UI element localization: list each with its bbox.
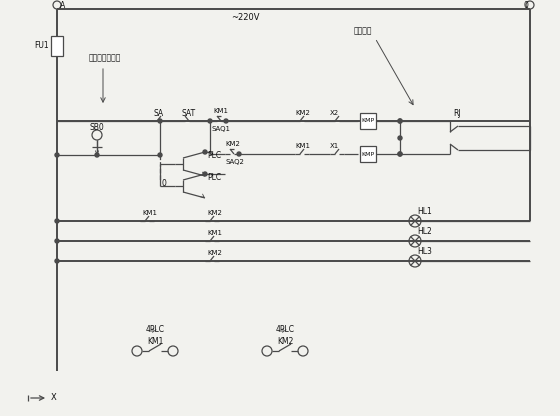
Circle shape bbox=[398, 152, 402, 156]
Text: KM1: KM1 bbox=[295, 143, 310, 149]
Text: PLC: PLC bbox=[207, 173, 221, 183]
Text: KM1: KM1 bbox=[147, 337, 163, 346]
Text: X1: X1 bbox=[330, 143, 339, 149]
Text: KM2: KM2 bbox=[277, 337, 293, 346]
Bar bbox=[51, 36, 63, 56]
Circle shape bbox=[203, 172, 207, 176]
Circle shape bbox=[237, 152, 241, 156]
Text: PLC: PLC bbox=[207, 151, 221, 161]
Text: KMP: KMP bbox=[361, 119, 375, 124]
Circle shape bbox=[398, 152, 402, 156]
Text: 0: 0 bbox=[162, 178, 167, 188]
Text: KM2: KM2 bbox=[207, 250, 222, 256]
Text: SAT: SAT bbox=[181, 109, 195, 117]
Text: 限位开关: 限位开关 bbox=[354, 27, 372, 35]
Text: KM2: KM2 bbox=[207, 210, 222, 216]
Circle shape bbox=[55, 259, 59, 263]
Circle shape bbox=[398, 119, 402, 123]
Text: HL3: HL3 bbox=[417, 248, 432, 257]
Circle shape bbox=[158, 153, 162, 157]
Text: KMP: KMP bbox=[361, 151, 375, 156]
Text: RJ: RJ bbox=[453, 109, 461, 119]
Circle shape bbox=[224, 119, 228, 123]
Circle shape bbox=[95, 153, 99, 157]
Circle shape bbox=[398, 119, 402, 123]
Circle shape bbox=[203, 150, 207, 154]
Circle shape bbox=[55, 153, 59, 157]
Text: X: X bbox=[51, 394, 57, 403]
Circle shape bbox=[398, 136, 402, 140]
Text: KM2: KM2 bbox=[295, 110, 310, 116]
Text: SA: SA bbox=[153, 109, 163, 117]
Circle shape bbox=[55, 239, 59, 243]
Text: 4PLC: 4PLC bbox=[146, 324, 165, 334]
Text: KM1: KM1 bbox=[213, 108, 228, 114]
Text: FU1: FU1 bbox=[34, 42, 49, 50]
Text: 0: 0 bbox=[523, 0, 528, 10]
Text: KM2: KM2 bbox=[225, 141, 240, 147]
Text: SB0: SB0 bbox=[90, 122, 104, 131]
Circle shape bbox=[158, 119, 162, 123]
Text: KM1: KM1 bbox=[142, 210, 157, 216]
Text: 继电器控制开关: 继电器控制开关 bbox=[89, 54, 121, 62]
Circle shape bbox=[55, 219, 59, 223]
Text: HL2: HL2 bbox=[417, 228, 432, 237]
Circle shape bbox=[208, 119, 212, 123]
Text: ~220V: ~220V bbox=[231, 12, 259, 22]
Text: 4PLC: 4PLC bbox=[276, 324, 295, 334]
Bar bbox=[360, 113, 376, 129]
Text: HL1: HL1 bbox=[417, 208, 432, 216]
Text: SAQ2: SAQ2 bbox=[225, 159, 244, 165]
Bar bbox=[360, 146, 376, 162]
Text: A: A bbox=[60, 0, 66, 10]
Text: KM1: KM1 bbox=[207, 230, 222, 236]
Text: X2: X2 bbox=[330, 110, 339, 116]
Text: SAQ1: SAQ1 bbox=[212, 126, 231, 132]
